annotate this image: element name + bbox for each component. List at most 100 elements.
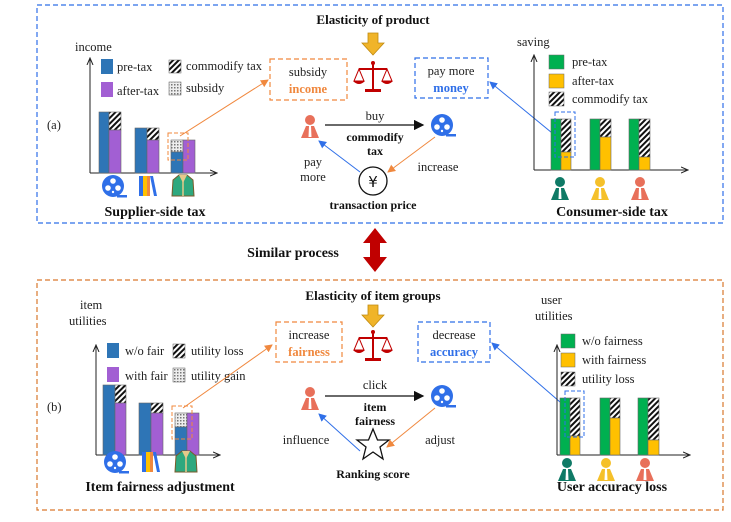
box-text: decrease bbox=[432, 328, 475, 342]
books-icon bbox=[139, 176, 157, 196]
legend-label: utility gain bbox=[191, 369, 246, 383]
bar bbox=[638, 156, 651, 171]
node-label: transaction price bbox=[330, 198, 418, 212]
person-icon bbox=[591, 177, 609, 200]
legend-label: commodify tax bbox=[186, 59, 263, 73]
box-highlight-text: fairness bbox=[288, 345, 330, 359]
film-reel-icon bbox=[431, 385, 456, 408]
box-highlight-text: accuracy bbox=[430, 345, 479, 359]
legend-swatch-commodify-tax bbox=[168, 59, 182, 74]
bar bbox=[146, 139, 160, 174]
bar bbox=[638, 118, 651, 158]
bar bbox=[599, 136, 612, 171]
box-highlight-text: money bbox=[433, 81, 469, 95]
legend-swatch-subsidy bbox=[168, 81, 182, 96]
person-icon bbox=[631, 177, 649, 200]
node-label: Ranking score bbox=[336, 467, 410, 481]
bar bbox=[108, 129, 122, 174]
bar bbox=[170, 151, 184, 174]
edge-label: commodify bbox=[346, 130, 403, 144]
legend-swatch bbox=[172, 367, 186, 383]
film-reel-icon bbox=[431, 114, 456, 137]
panel-a-title: Elasticity of product bbox=[316, 12, 430, 27]
bar bbox=[599, 397, 611, 456]
bar bbox=[550, 118, 562, 171]
bar bbox=[609, 397, 621, 419]
bar bbox=[146, 127, 160, 141]
bar bbox=[560, 151, 572, 171]
panel-a-label: (a) bbox=[47, 118, 61, 132]
legend-label: after-tax bbox=[117, 84, 160, 98]
bar bbox=[134, 127, 148, 174]
person-icon bbox=[558, 458, 576, 481]
edge-label: tax bbox=[367, 144, 383, 158]
consumer-chart: saving pre-tax after-tax commodify tax C… bbox=[517, 35, 688, 220]
edge-label: item bbox=[364, 400, 387, 414]
bar bbox=[114, 402, 127, 456]
legend-swatch bbox=[107, 367, 119, 382]
highlight-box bbox=[554, 111, 576, 158]
edge-label: buy bbox=[366, 109, 386, 123]
bar bbox=[637, 397, 649, 456]
panel-b-title: Elasticity of item groups bbox=[305, 288, 440, 303]
down-arrow-icon bbox=[361, 32, 385, 56]
legend-swatch bbox=[560, 371, 576, 387]
chart-caption: Supplier-side tax bbox=[105, 205, 206, 220]
legend-swatch bbox=[548, 91, 565, 107]
bar bbox=[102, 384, 116, 456]
bar bbox=[150, 402, 164, 414]
chart-caption: Consumer-side tax bbox=[556, 205, 668, 220]
bar bbox=[647, 439, 660, 456]
legend-swatch-pre-tax bbox=[101, 59, 113, 74]
pay-more-money-box bbox=[414, 57, 489, 99]
legend-swatch bbox=[548, 54, 565, 70]
chart-caption: User accuracy loss bbox=[557, 480, 668, 495]
yen-icon bbox=[358, 166, 388, 196]
bar bbox=[182, 139, 196, 174]
legend-label: with fair bbox=[125, 369, 169, 383]
y-axis-label: saving bbox=[517, 35, 550, 49]
y-axis-label: user bbox=[541, 293, 563, 307]
scale-icon bbox=[352, 329, 394, 362]
person-icon bbox=[636, 458, 654, 481]
y-axis-label: utilities bbox=[69, 314, 107, 328]
highlight-box bbox=[167, 132, 189, 161]
bar bbox=[569, 397, 581, 437]
legend-label: pre-tax bbox=[572, 55, 608, 69]
decrease-accuracy-box bbox=[417, 321, 491, 363]
person-icon bbox=[301, 115, 319, 138]
edge-label: influence bbox=[283, 433, 330, 447]
legend-label: w/o fairness bbox=[582, 334, 643, 348]
user-accuracy-chart: user utilities w/o fairness with fairnes… bbox=[535, 293, 690, 495]
subsidy-income-box bbox=[269, 58, 348, 101]
down-arrow-icon bbox=[361, 304, 385, 328]
item-fairness-chart: item utilities w/o fair with fair utilit… bbox=[69, 298, 246, 495]
box-text: subsidy bbox=[289, 65, 328, 79]
legend-swatch bbox=[172, 343, 186, 359]
person-icon bbox=[551, 177, 569, 200]
legend-label: with fairness bbox=[582, 353, 646, 367]
person-icon bbox=[597, 458, 615, 481]
film-reel-icon bbox=[102, 175, 127, 198]
svg-text:¥: ¥ bbox=[368, 173, 378, 191]
bar bbox=[569, 435, 581, 456]
edge-label: more bbox=[300, 170, 326, 184]
legend-swatch bbox=[560, 333, 576, 349]
bar bbox=[628, 118, 640, 171]
legend-swatch-after-tax bbox=[101, 82, 113, 97]
legend-label: w/o fair bbox=[125, 344, 165, 358]
chart-caption: Item fairness adjustment bbox=[85, 480, 235, 495]
legend-label: utility loss bbox=[582, 372, 635, 386]
y-axis-label: income bbox=[75, 40, 112, 54]
box-highlight-text: income bbox=[289, 82, 328, 96]
bar bbox=[186, 412, 200, 456]
legend-swatch bbox=[107, 343, 119, 358]
highlight-box bbox=[564, 390, 585, 438]
similar-process-label: Similar process bbox=[247, 246, 339, 261]
bar bbox=[108, 111, 122, 131]
bar bbox=[138, 402, 152, 456]
legend-swatch bbox=[560, 352, 576, 368]
edge-label: adjust bbox=[425, 433, 455, 447]
legend-label: pre-tax bbox=[117, 60, 153, 74]
